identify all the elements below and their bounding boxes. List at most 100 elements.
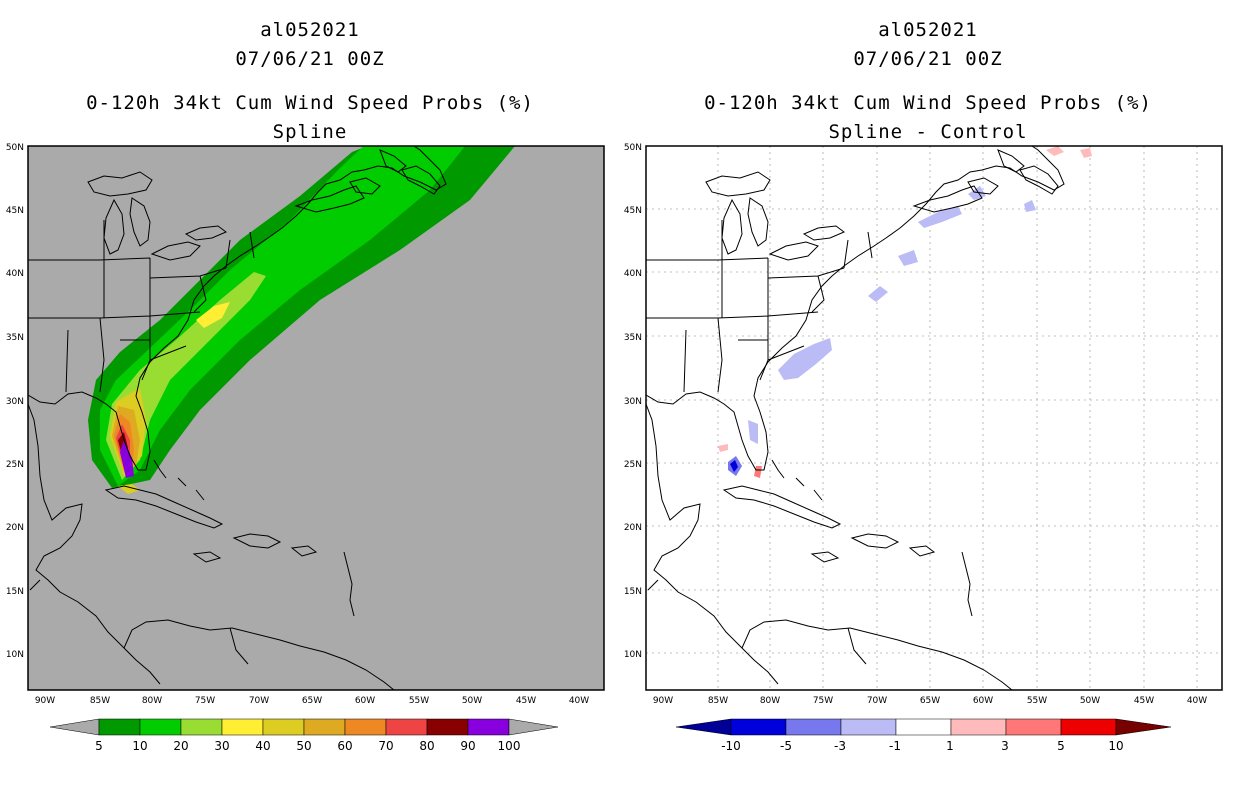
lat-tick: 40N bbox=[624, 269, 642, 279]
lon-tick: 60W bbox=[973, 696, 993, 706]
lon-tick: 80W bbox=[142, 696, 162, 706]
lat-tick: 10N bbox=[624, 650, 642, 660]
lon-tick: 90W bbox=[35, 696, 55, 706]
colorbar-end-arrow-right bbox=[508, 718, 559, 736]
right-subtitle: Spline - Control bbox=[828, 121, 1028, 143]
colorbar-swatch bbox=[180, 718, 223, 736]
colorbar-label: -1 bbox=[889, 739, 901, 753]
left-map: 50N 45N 40N 35N 30N 25N 20N 15N 10N 90W … bbox=[6, 143, 605, 706]
colorbar-label: 100 bbox=[498, 739, 521, 753]
colorbar-swatch bbox=[98, 718, 141, 736]
lon-tick: 40W bbox=[569, 696, 589, 706]
colorbar-swatch bbox=[730, 718, 787, 736]
lon-tick: 85W bbox=[90, 696, 110, 706]
lon-tick: 80W bbox=[760, 696, 780, 706]
lat-tick: 35N bbox=[624, 333, 642, 343]
colorbar-swatch bbox=[895, 718, 952, 736]
left-colorbar: 5 10 20 30 40 50 60 70 80 90 100 bbox=[50, 718, 559, 753]
colorbar-label: 10 bbox=[1108, 739, 1123, 753]
colorbar-label: 5 bbox=[1057, 739, 1065, 753]
left-lat-ticks: 50N 45N 40N 35N 30N 25N 20N 15N 10N bbox=[6, 143, 24, 660]
colorbar-label: 30 bbox=[214, 739, 229, 753]
lat-tick: 50N bbox=[624, 143, 642, 153]
lat-tick: 25N bbox=[624, 460, 642, 470]
lat-tick: 40N bbox=[6, 269, 24, 279]
colorbar-swatch bbox=[1005, 718, 1062, 736]
right-lat-ticks: 50N 45N 40N 35N 30N 25N 20N 15N 10N bbox=[624, 143, 642, 660]
colorbar-label: 3 bbox=[1001, 739, 1009, 753]
right-storm-id: al052021 bbox=[878, 19, 978, 41]
colorbar-swatch bbox=[344, 718, 387, 736]
colorbar-swatches bbox=[730, 718, 1117, 736]
colorbar-label: 20 bbox=[173, 739, 188, 753]
lon-tick: 75W bbox=[195, 696, 215, 706]
colorbar-labels: -10 -5 -3 -1 1 3 5 10 bbox=[721, 739, 1123, 753]
colorbar-label: 60 bbox=[337, 739, 352, 753]
lat-tick: 35N bbox=[6, 333, 24, 343]
colorbar-swatch bbox=[139, 718, 182, 736]
lon-tick: 70W bbox=[867, 696, 887, 706]
left-subtitle: Spline bbox=[272, 121, 348, 143]
lon-tick: 65W bbox=[920, 696, 940, 706]
lon-tick: 75W bbox=[813, 696, 833, 706]
colorbar-swatch bbox=[221, 718, 264, 736]
colorbar-label: 80 bbox=[419, 739, 434, 753]
colorbar-swatch bbox=[840, 718, 897, 736]
lon-tick: 55W bbox=[1027, 696, 1047, 706]
colorbar-labels: 5 10 20 30 40 50 60 70 80 90 100 bbox=[95, 739, 520, 753]
right-map: 50N 45N 40N 35N 30N 25N 20N 15N 10N 90W … bbox=[624, 143, 1223, 706]
lon-tick: 45W bbox=[516, 696, 536, 706]
lon-tick: 45W bbox=[1134, 696, 1154, 706]
colorbar-label: -3 bbox=[834, 739, 846, 753]
left-date: 07/06/21 00Z bbox=[235, 48, 385, 70]
right-lon-ticks: 90W 85W 80W 75W 70W 65W 60W 55W 50W 45W … bbox=[653, 696, 1207, 706]
lat-tick: 50N bbox=[6, 143, 24, 153]
lon-tick: 85W bbox=[708, 696, 728, 706]
colorbar-label: 1 bbox=[946, 739, 954, 753]
lat-tick: 30N bbox=[6, 397, 24, 407]
lat-tick: 45N bbox=[624, 206, 642, 216]
lon-tick: 90W bbox=[653, 696, 673, 706]
lon-tick: 50W bbox=[462, 696, 482, 706]
lon-tick: 55W bbox=[409, 696, 429, 706]
lat-tick: 20N bbox=[6, 523, 24, 533]
lat-tick: 45N bbox=[6, 206, 24, 216]
lat-tick: 10N bbox=[6, 650, 24, 660]
colorbar-swatch bbox=[950, 718, 1007, 736]
colorbar-swatch bbox=[303, 718, 346, 736]
lat-tick: 25N bbox=[6, 460, 24, 470]
colorbar-swatch bbox=[385, 718, 428, 736]
colorbar-end-arrow-left bbox=[676, 718, 732, 736]
lat-tick: 15N bbox=[624, 587, 642, 597]
left-storm-id: al052021 bbox=[260, 19, 360, 41]
colorbar-swatch bbox=[467, 718, 510, 736]
colorbar-label: -5 bbox=[780, 739, 792, 753]
right-date: 07/06/21 00Z bbox=[853, 48, 1003, 70]
colorbar-label: 5 bbox=[95, 739, 103, 753]
colorbar-label: 70 bbox=[378, 739, 393, 753]
colorbar-label: -10 bbox=[721, 739, 741, 753]
colorbar-end-arrow-right bbox=[1115, 718, 1172, 736]
colorbar-swatch bbox=[1060, 718, 1117, 736]
lon-tick: 40W bbox=[1187, 696, 1207, 706]
lon-tick: 65W bbox=[302, 696, 322, 706]
colorbar-end-arrow-left bbox=[50, 718, 100, 736]
lon-tick: 60W bbox=[355, 696, 375, 706]
colorbar-swatches bbox=[98, 718, 510, 736]
lat-tick: 20N bbox=[624, 523, 642, 533]
colorbar-label: 40 bbox=[255, 739, 270, 753]
colorbar-label: 90 bbox=[460, 739, 475, 753]
left-lon-ticks: 90W 85W 80W 75W 70W 65W 60W 55W 50W 45W … bbox=[35, 696, 589, 706]
colorbar-label: 10 bbox=[132, 739, 147, 753]
colorbar-swatch bbox=[262, 718, 305, 736]
colorbar-swatch bbox=[426, 718, 469, 736]
lon-tick: 70W bbox=[249, 696, 269, 706]
lat-tick: 15N bbox=[6, 587, 24, 597]
colorbar-swatch bbox=[785, 718, 842, 736]
left-title: 0-120h 34kt Cum Wind Speed Probs (%) bbox=[86, 92, 534, 114]
lat-tick: 30N bbox=[624, 397, 642, 407]
lon-tick: 50W bbox=[1080, 696, 1100, 706]
colorbar-label: 50 bbox=[296, 739, 311, 753]
right-colorbar: -10 -5 -3 -1 1 3 5 10 bbox=[676, 718, 1172, 753]
right-title: 0-120h 34kt Cum Wind Speed Probs (%) bbox=[704, 92, 1152, 114]
